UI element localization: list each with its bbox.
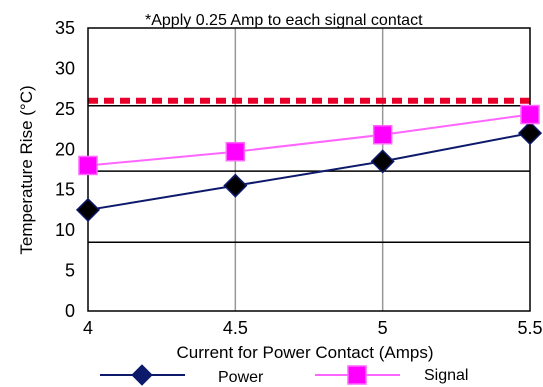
y-tick-35: 35 [55, 18, 75, 38]
point-signal-3 [520, 104, 540, 125]
series-line-signal [87, 113, 531, 167]
y-axis-title: Temperature Rise (°C) [17, 85, 36, 254]
point-power-2 [370, 149, 395, 174]
series-lines [87, 113, 531, 211]
legend: Power Signal [100, 364, 468, 386]
y-tick-0: 0 [65, 301, 75, 321]
y-tick-5: 5 [65, 261, 75, 281]
x-tick-5.5: 5.5 [517, 318, 542, 338]
legend-marker-power [131, 364, 153, 386]
y-tick-labels: 0 5 10 15 20 25 30 35 [55, 18, 75, 321]
y-tick-20: 20 [55, 139, 75, 159]
point-signal-2 [372, 124, 393, 145]
x-tick-4: 4 [83, 318, 93, 338]
horizontal-lines [88, 105, 530, 244]
plot-area [88, 28, 530, 311]
legend-marker-signal [347, 365, 367, 385]
y-tick-30: 30 [55, 58, 75, 78]
x-tick-5: 5 [378, 318, 388, 338]
point-signal-1 [225, 141, 246, 162]
point-power-1 [223, 173, 248, 198]
legend-label-signal: Signal [424, 367, 468, 384]
point-power-3 [517, 121, 543, 146]
legend-label-power: Power [218, 369, 264, 386]
point-signal-0 [78, 155, 98, 176]
y-tick-25: 25 [55, 99, 75, 119]
x-tick-4.5: 4.5 [223, 318, 248, 338]
series-line-power [87, 132, 531, 211]
y-tick-10: 10 [55, 220, 75, 240]
x-axis-title: Current for Power Contact (Amps) [177, 343, 434, 362]
x-tick-labels: 4 4.5 5 5.5 [83, 318, 543, 338]
markers [75, 104, 543, 222]
y-tick-15: 15 [55, 180, 75, 200]
point-power-0 [75, 197, 101, 222]
annotation: *Apply 0.25 Amp to each signal contact [145, 12, 423, 29]
